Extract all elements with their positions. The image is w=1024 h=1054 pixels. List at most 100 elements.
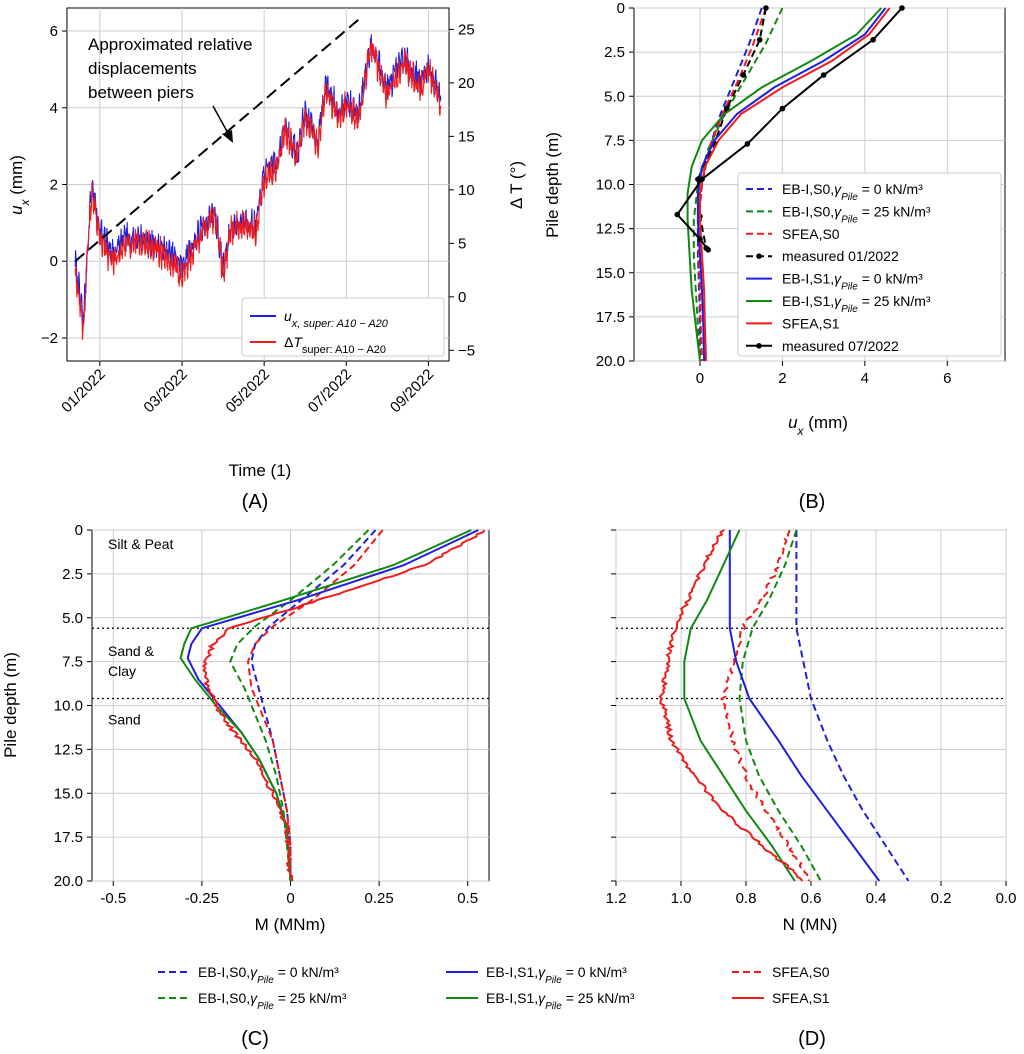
panel-a: Approximated relative displacements betw… bbox=[7, 7, 526, 513]
series-line-5 bbox=[658, 529, 804, 882]
series-line-0 bbox=[250, 529, 377, 881]
soil-label: Clay bbox=[108, 663, 136, 679]
x-tick-label: 0.25 bbox=[365, 890, 394, 907]
series-line-ux bbox=[74, 34, 442, 327]
panel-b-label: (B) bbox=[799, 491, 826, 513]
panel-a-right-y-axis-label: Δ T (°) bbox=[507, 161, 526, 209]
panel-d-x-axis-label: N (MN) bbox=[783, 915, 838, 934]
bottom-legend: EB-I,S0,γPile = 0 kN/m³ EB-I,S0,γPile = 2… bbox=[158, 964, 830, 1012]
x-tick-label: 6 bbox=[943, 370, 951, 387]
y-tick-label: 0 bbox=[617, 0, 625, 17]
panel-c: Silt & Peat Sand & Clay Sand 0 2.5 5.0 7.5 10.0… bbox=[1, 522, 490, 1050]
series-line-5 bbox=[202, 529, 486, 882]
y-tick-label: 12.5 bbox=[596, 221, 625, 238]
y-tick-label: 17.5 bbox=[596, 309, 625, 326]
panel-d-series bbox=[658, 529, 910, 882]
x-tick-label: -0.5 bbox=[100, 890, 126, 907]
panel-a-y-ticks: −2 0 2 4 6 bbox=[41, 23, 67, 347]
panel-b-x-axis-label: ux (mm) bbox=[788, 413, 848, 438]
annotation-line-3: between piers bbox=[88, 83, 194, 102]
x-tick-label: -0.25 bbox=[185, 890, 219, 907]
panel-c-y-axis-label: Pile depth (m) bbox=[1, 652, 20, 758]
x-tick-label: 01/2022 bbox=[58, 366, 108, 416]
series-line-2 bbox=[719, 529, 811, 882]
panel-b-x-ticks: 0 2 4 6 bbox=[696, 361, 951, 387]
measured-point bbox=[705, 247, 711, 253]
panel-a-x-ticks: 01/2022 03/2022 05/2022 07/2022 09/2022 bbox=[58, 361, 437, 416]
series-line-5 bbox=[686, 7, 883, 362]
panel-a-legend: ux, super: A10 − A20 ΔTsuper: A10 − A20 bbox=[241, 297, 445, 357]
measured-point bbox=[723, 105, 730, 112]
y-tick-label: 10.0 bbox=[54, 698, 83, 715]
legend-label: EB-I,S0,γPile = 0 kN/m³ bbox=[782, 181, 923, 203]
x-tick-label: 0.2 bbox=[931, 890, 952, 907]
panel-a-x-axis-label: Time (1) bbox=[229, 461, 292, 480]
y-tick-label: 7.5 bbox=[604, 132, 625, 149]
panel-a-y-axis-label: ux (mm) bbox=[7, 155, 32, 215]
right-y-tick-label: 25 bbox=[458, 21, 475, 38]
panel-d-x-ticks: 1.2 1.0 0.8 0.6 0.4 0.2 0.0 bbox=[606, 881, 1017, 907]
panel-b-series bbox=[674, 5, 905, 362]
annotation-arrow-shaft bbox=[212, 105, 230, 136]
panel-c-grid bbox=[92, 529, 489, 882]
y-tick-label: −2 bbox=[41, 330, 58, 347]
series-line-1 bbox=[738, 529, 822, 882]
bottom-legend-label: EB-I,S0,γPile = 0 kN/m³ bbox=[198, 964, 339, 986]
panel-c-x-axis-label: M (MNm) bbox=[255, 915, 326, 934]
measured-point bbox=[820, 72, 827, 78]
soil-label: Sand & bbox=[108, 643, 155, 659]
legend-marker bbox=[756, 253, 762, 259]
series-line-4 bbox=[179, 529, 472, 882]
right-y-tick-label: 10 bbox=[458, 182, 475, 199]
legend-label: EB-I,S0,γPile = 25 kN/m³ bbox=[782, 203, 931, 225]
legend-label: measured 07/2022 bbox=[782, 338, 899, 354]
x-tick-label: 0.8 bbox=[736, 890, 757, 907]
measured-point bbox=[699, 176, 705, 183]
y-tick-label: 0 bbox=[75, 522, 83, 539]
y-tick-label: 2.5 bbox=[604, 44, 625, 61]
y-tick-label: 7.5 bbox=[62, 654, 83, 671]
measured-point bbox=[763, 5, 769, 11]
right-y-tick-label: 0 bbox=[458, 289, 466, 306]
bottom-legend-label: EB-I,S1,γPile = 0 kN/m³ bbox=[486, 964, 627, 986]
series-line-4 bbox=[683, 529, 796, 882]
panel-b: 0 2.5 5.0 7.5 10.0 12.5 15.0 17.5 20.0 0 2 4 6 Pile… bbox=[543, 0, 1006, 513]
series-line-3 bbox=[696, 7, 767, 249]
x-tick-label: 1.2 bbox=[606, 890, 627, 907]
series-line-1 bbox=[692, 7, 784, 362]
legend-label: SFEA,S0 bbox=[782, 226, 840, 242]
series-line-4 bbox=[696, 7, 887, 362]
x-tick-label: 0 bbox=[696, 370, 704, 387]
panel-c-series bbox=[179, 529, 486, 882]
y-tick-label: 5.0 bbox=[62, 610, 83, 627]
y-tick-label: 2.5 bbox=[62, 566, 83, 583]
panel-c-y-ticks: 0 2.5 5.0 7.5 10.0 12.5 15.0 17.5 20.0 bbox=[54, 522, 92, 890]
panel-c-soil-labels: Silt & Peat Sand & Clay Sand bbox=[108, 536, 173, 728]
measured-point bbox=[870, 36, 876, 43]
measured-point bbox=[779, 105, 786, 112]
right-y-tick-label: 15 bbox=[458, 128, 475, 145]
bottom-legend-label: EB-I,S0,γPile = 25 kN/m³ bbox=[198, 990, 347, 1012]
y-tick-label: 15.0 bbox=[596, 265, 625, 282]
y-tick-label: 15.0 bbox=[54, 785, 83, 802]
measured-point bbox=[697, 236, 703, 243]
y-tick-label: 5.0 bbox=[604, 88, 625, 105]
right-y-tick-label: 20 bbox=[458, 75, 475, 92]
panel-d-grid bbox=[615, 529, 1007, 882]
y-tick-label: 17.5 bbox=[54, 829, 83, 846]
panel-a-label: (A) bbox=[242, 491, 269, 513]
right-y-tick-label: −5 bbox=[458, 342, 475, 359]
x-tick-label: 0.0 bbox=[996, 890, 1017, 907]
legend-label: SFEA,S1 bbox=[782, 315, 840, 331]
measured-point bbox=[899, 5, 905, 11]
soil-label: Sand bbox=[108, 712, 141, 728]
y-tick-label: 10.0 bbox=[596, 177, 625, 194]
y-tick-label: 0 bbox=[50, 253, 58, 270]
panel-a-dashed-trend-line bbox=[74, 18, 360, 262]
soil-label: Silt & Peat bbox=[108, 536, 173, 552]
x-tick-label: 09/2022 bbox=[387, 366, 437, 416]
x-tick-label: 2 bbox=[778, 370, 786, 387]
annotation-arrow-head bbox=[222, 130, 233, 143]
legend-label: measured 01/2022 bbox=[782, 248, 899, 264]
